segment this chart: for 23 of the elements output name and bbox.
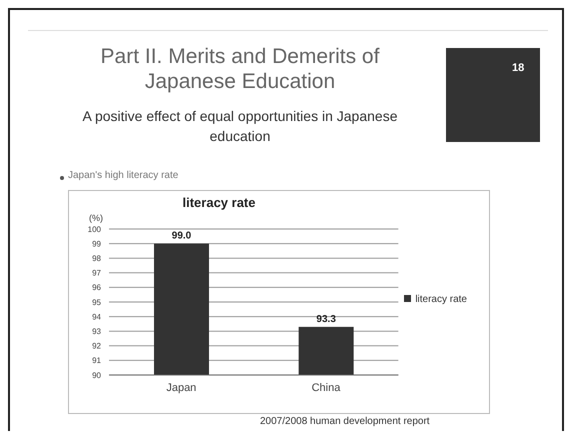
y-tick-label: 92 <box>92 342 102 351</box>
data-label: 99.0 <box>172 230 192 242</box>
text: Japan's high literacy rate <box>68 170 178 181</box>
y-tick-label: 93 <box>92 327 102 336</box>
y-tick-label: 91 <box>92 356 102 366</box>
x-tick-label: Japan <box>166 382 196 394</box>
y-tick-label: 95 <box>92 298 102 307</box>
y-tick-label: 97 <box>92 268 102 278</box>
chart-title: Part II. Merits and Demerits of Japanese Education <box>100 44 380 94</box>
y-tick-label: 94 <box>92 312 102 322</box>
y-tick-label: 90 <box>92 370 102 380</box>
x-tick-label: China <box>312 382 342 394</box>
text: literacy rate <box>182 195 256 210</box>
text: 2007/2008 human development report <box>260 416 430 427</box>
text: 18 <box>512 62 524 74</box>
y-tick-label: 99 <box>92 239 102 248</box>
y-axis-title: (%) <box>89 213 103 223</box>
data-label: 93.3 <box>316 314 336 325</box>
y-tick-label: 100 <box>88 224 102 234</box>
chart-subtitle: A positive effect of equal opportunities in Japanese education <box>82 107 398 146</box>
y-tick-label: 98 <box>92 254 102 264</box>
legend-label: literacy rate <box>415 294 467 304</box>
y-tick-label: 96 <box>92 283 102 292</box>
